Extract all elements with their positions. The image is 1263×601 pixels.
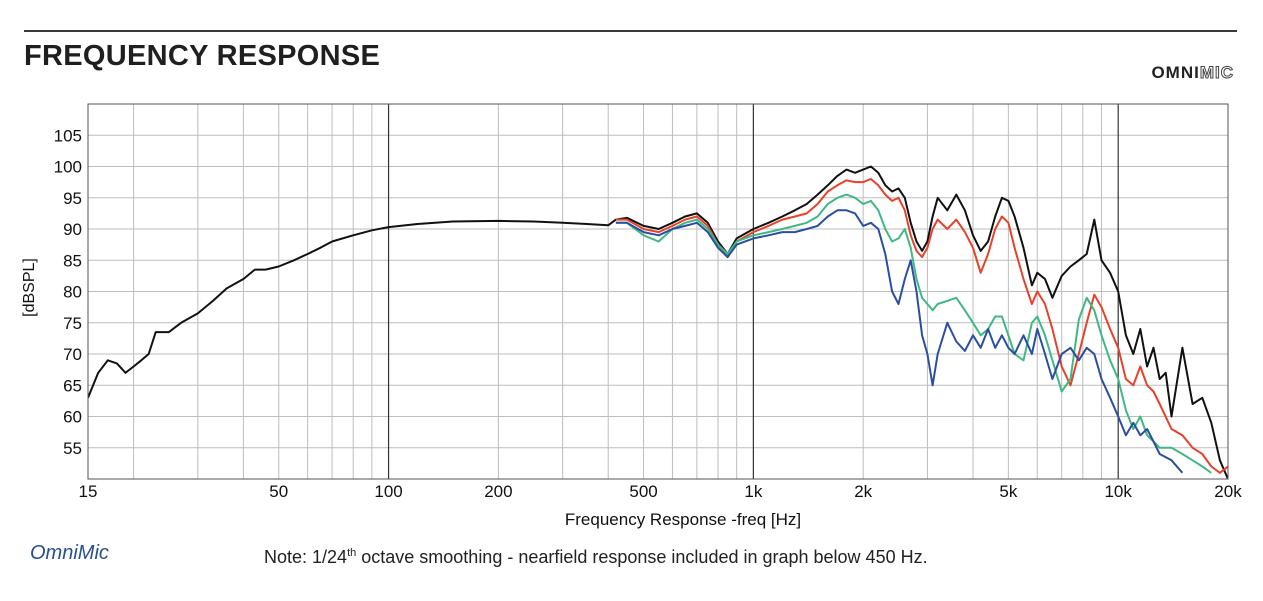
brand-logo: OMNIMIC [1151, 63, 1234, 83]
y-tick-labels: 55 60 65 70 75 80 85 90 95 100 105 [54, 126, 82, 458]
y-tick-label: 95 [63, 189, 82, 208]
y-tick-label: 55 [63, 439, 82, 458]
brand-logo-bold: OMNI [1151, 63, 1200, 82]
response-curve-1 [88, 165, 1228, 479]
response-curve-2 [615, 178, 1228, 474]
x-tick-label: 50 [269, 482, 288, 501]
plot-frame [87, 103, 1229, 480]
x-tick-label: 200 [484, 482, 512, 501]
smoothing-note: Note: 1/24th octave smoothing - nearfiel… [264, 547, 928, 568]
x-tick-label: 1k [744, 482, 762, 501]
curves [88, 165, 1228, 479]
x-tick-label: 10k [1104, 482, 1132, 501]
y-tick-label: 90 [63, 220, 82, 239]
y-tick-label: 105 [54, 126, 82, 145]
x-tick-label: 100 [374, 482, 402, 501]
note-superscript: th [347, 547, 357, 559]
x-tick-label: 5k [999, 482, 1017, 501]
y-tick-label: 80 [63, 283, 82, 302]
top-rule [24, 30, 1237, 32]
y-tick-label: 85 [63, 251, 82, 270]
omnimic-label: OmniMic [30, 542, 109, 564]
grid-minor [88, 104, 1228, 479]
y-tick-label: 70 [63, 345, 82, 364]
note-suffix: octave smoothing - nearfield response in… [356, 547, 928, 567]
x-tick-label: 500 [629, 482, 657, 501]
x-tick-label: 2k [854, 482, 872, 501]
response-curve-4 [615, 209, 1184, 474]
y-tick-label: 75 [63, 314, 82, 333]
page-title: FREQUENCY RESPONSE [24, 40, 381, 72]
x-tick-label: 20k [1214, 482, 1242, 501]
y-tick-label: 100 [54, 158, 82, 177]
y-tick-label: 60 [63, 408, 82, 427]
brand-logo-outline: MIC [1199, 63, 1234, 83]
note-prefix: Note: 1/24 [264, 547, 348, 567]
response-curve-3 [615, 193, 1212, 474]
y-tick-label: 65 [63, 376, 82, 395]
x-tick-labels: 15 50 100 200 500 1k 2k 5k 10k 20k [79, 482, 1243, 501]
x-tick-label: 15 [79, 482, 98, 501]
x-axis-label: Frequency Response -freq [Hz] [565, 510, 801, 529]
y-axis-label: [dBSPL] [21, 258, 38, 317]
